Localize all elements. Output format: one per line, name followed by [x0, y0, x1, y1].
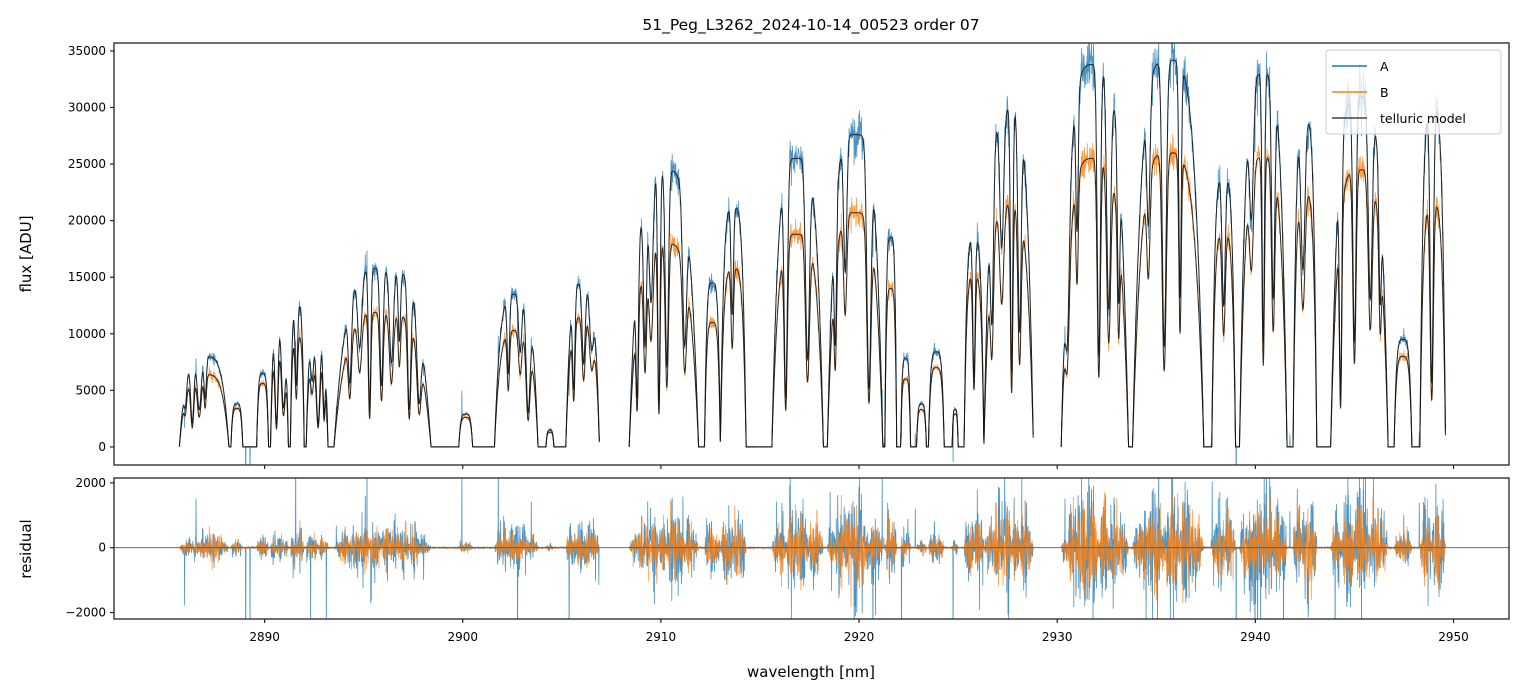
x-axis-label: wavelength [nm]: [747, 663, 875, 681]
residual-axes-frame: [113, 477, 1510, 620]
residual-y-tick-label: 0: [98, 541, 106, 555]
telluric-model-b-line: [178, 152, 1446, 448]
x-tick-label: 2950: [1438, 630, 1469, 644]
x-tick-label: 2940: [1240, 630, 1271, 644]
flux-series-group: [178, 43, 1446, 465]
flux-y-tick-label: 0: [98, 440, 106, 454]
x-tick-label: 2930: [1042, 630, 1073, 644]
flux-y-tick-label: 15000: [68, 270, 106, 284]
legend-label-a: A: [1380, 59, 1389, 74]
x-tick-label: 2900: [447, 630, 478, 644]
x-tick-label: 2910: [646, 630, 677, 644]
chart-title: 51_Peg_L3262_2024-10-14_00523 order 07: [642, 16, 979, 35]
flux-y-tick-label: 30000: [68, 100, 106, 114]
legend-label-model: telluric model: [1380, 111, 1466, 126]
legend-label-b: B: [1380, 85, 1389, 100]
x-tick-label: 2920: [844, 630, 875, 644]
flux-y-axis-label: flux [ADU]: [17, 215, 35, 292]
legend-box: [1325, 49, 1502, 135]
residual-y-tick-label: 2000: [75, 476, 106, 490]
x-tick-label: 2890: [249, 630, 280, 644]
flux-y-tick-label: 35000: [68, 44, 106, 58]
residual-y-ticks: −2000 0 2000: [65, 476, 114, 620]
legend: A B telluric model: [1325, 49, 1502, 135]
residual-x-ticks: 2890 2900 2910 2920 2930 2940 2950: [249, 619, 1469, 644]
flux-y-tick-label: 25000: [68, 157, 106, 171]
flux-y-tick-label: 5000: [75, 383, 106, 397]
flux-panel: 0 5000 10000 15000 20000 25000 30000 35000 flux…: [17, 42, 1510, 469]
flux-y-tick-label: 10000: [68, 327, 106, 341]
residual-y-tick-label: −2000: [65, 606, 106, 620]
flux-y-ticks: 0 5000 10000 15000 20000 25000 30000 35000: [68, 44, 114, 454]
residual-y-axis-label: residual: [17, 519, 35, 578]
flux-axes-frame: [113, 42, 1510, 466]
flux-x-ticks: [263, 465, 1455, 469]
residual-series-group: [179, 478, 1446, 619]
flux-y-tick-label: 20000: [68, 214, 106, 228]
